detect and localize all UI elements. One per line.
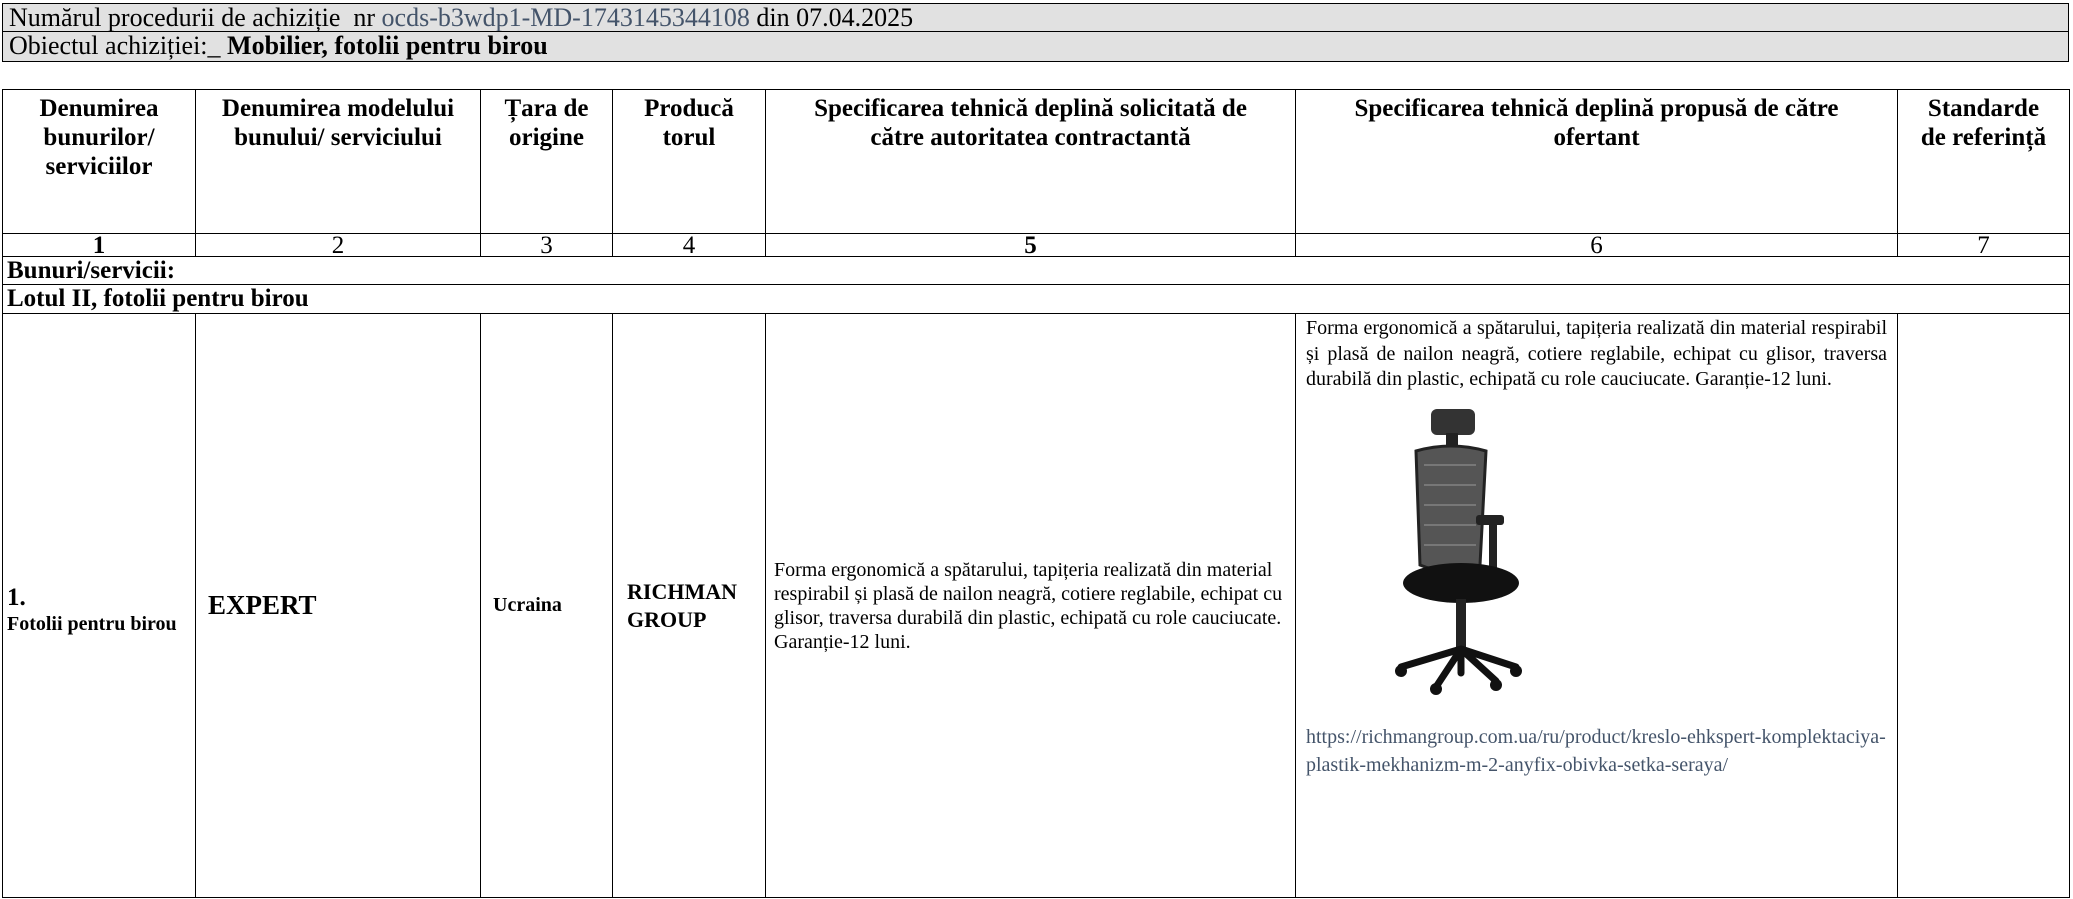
column-header: Standarde de referință — [1897, 89, 2070, 234]
column-number: 7 — [1897, 233, 2070, 258]
column-header: Specificarea tehnică deplină propusă de … — [1295, 89, 1898, 234]
chair-image — [1395, 408, 1522, 695]
country: Ucraina — [480, 313, 613, 898]
column-number: 2 — [195, 233, 481, 258]
lot-row: Lotul II, fotolii pentru birou — [2, 284, 2070, 314]
lot-title: Lotul II, fotolii pentru birou — [2, 284, 2070, 314]
object-value: Mobilier, fotolii pentru birou — [227, 31, 548, 60]
header-row: Denumirea bunurilor/ serviciilor Denumir… — [2, 89, 2070, 234]
procedure-line: Numărul procedurii de achiziție nr ocds-… — [2, 3, 2069, 32]
column-header: Producă torul — [612, 89, 766, 234]
column-header: Țara de origine — [480, 89, 613, 234]
column-header: Denumirea bunurilor/ serviciilor — [2, 89, 196, 234]
item-number: 1. — [7, 583, 26, 611]
requested-spec: Forma ergonomică a spătarului, tapițeria… — [765, 313, 1296, 898]
procedure-id: ocds-b3wdp1-MD-1743145344108 — [381, 3, 750, 32]
offered-url[interactable]: https://richmangroup.com.ua/ru/product/k… — [1306, 725, 1886, 776]
column-header: Specificarea tehnică deplină solicitată … — [765, 89, 1296, 234]
date: din 07.04.2025 — [756, 3, 914, 32]
item-row: 1. Fotolii pentru birou EXPERT Ucraina R… — [2, 313, 2070, 898]
section-row: Bunuri/servicii: — [2, 256, 2070, 285]
standards-cell — [1897, 313, 2070, 898]
item-name: Fotolii pentru birou — [7, 612, 177, 635]
number-row: 1 2 3 4 5 6 7 — [2, 233, 2070, 258]
column-number: 3 — [480, 233, 613, 258]
offered-spec: Forma ergonomică a spătarului, tapițeria… — [1306, 317, 1887, 390]
model: EXPERT — [195, 313, 481, 898]
column-number: 4 — [612, 233, 766, 258]
offer-cell: Forma ergonomică a spătarului, tapițeria… — [1295, 313, 1898, 898]
object-line: Obiectul achiziției:_ Mobilier, fotolii … — [2, 31, 2069, 62]
item-cell: 1. Fotolii pentru birou — [2, 313, 196, 898]
label: Numărul procedurii de achiziție nr — [9, 3, 376, 32]
column-header: Denumirea modelului bunului/ serviciului — [195, 89, 481, 234]
section-title: Bunuri/servicii: — [2, 256, 2070, 285]
column-number: 5 — [765, 233, 1296, 258]
label: Obiectul achiziției:_ — [9, 31, 221, 60]
producer: RICHMAN GROUP — [612, 313, 766, 898]
column-number: 6 — [1295, 233, 1898, 258]
spec-table: Denumirea bunurilor/ serviciilor Denumir… — [2, 89, 2070, 898]
column-number: 1 — [2, 233, 196, 258]
